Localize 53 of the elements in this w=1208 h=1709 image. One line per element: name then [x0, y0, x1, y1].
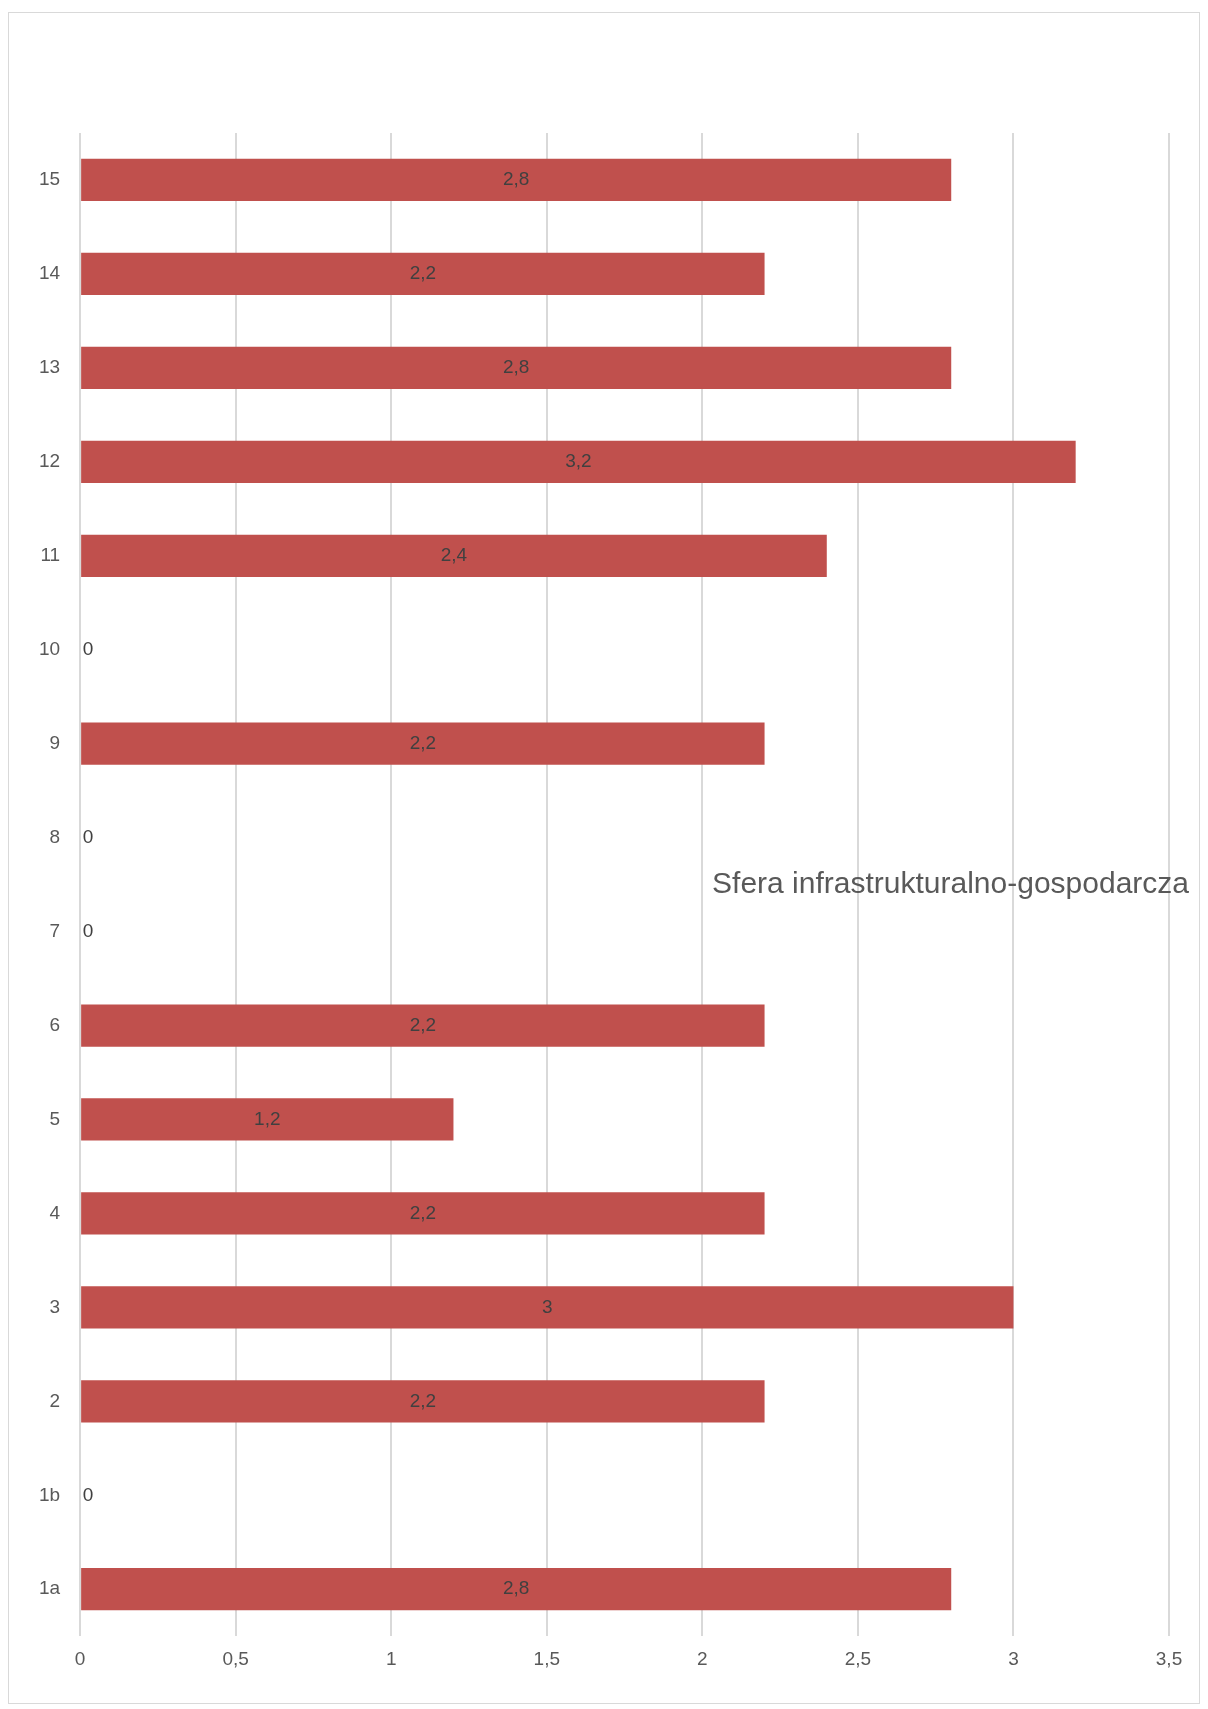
x-tick-label: 0: [74, 1647, 86, 1669]
text: Sfera infrastrukturalno-gospodarcza: [712, 865, 1190, 899]
y-tick-label: 10: [38, 637, 61, 659]
y-tick-label: 1a: [38, 1577, 61, 1599]
y-tick-label: 11: [40, 544, 61, 566]
y-tick-label: 4: [49, 1201, 61, 1223]
y-tick-label: 7: [49, 919, 61, 941]
bar: [81, 440, 1076, 483]
bar: [81, 534, 827, 577]
data-label: 2,4: [440, 544, 468, 566]
y-tick-label: 12: [38, 450, 61, 472]
data-label: 2,2: [409, 1013, 437, 1035]
x-tick-label: 1: [385, 1647, 397, 1669]
y-tick-label: 6: [49, 1013, 61, 1035]
x-tick-label: 1,5: [533, 1647, 560, 1669]
data-label: 2,8: [502, 356, 530, 378]
x-tick-label: 3,5: [1155, 1647, 1183, 1669]
data-label: 3,2: [565, 450, 592, 472]
y-tick-label: 2: [49, 1389, 61, 1411]
data-label: 0: [82, 637, 94, 659]
bar: [81, 722, 765, 765]
data-label: 0: [82, 919, 94, 941]
data-label: 2,8: [502, 1577, 530, 1599]
y-tick-label: 15: [38, 168, 61, 190]
bar: [81, 158, 952, 202]
bar: [81, 1568, 952, 1611]
y-tick-label: 13: [38, 356, 61, 378]
bar: [81, 1192, 765, 1235]
x-tick-label: 0,5: [222, 1647, 249, 1669]
bar: [81, 346, 952, 390]
bar: [81, 1098, 454, 1141]
data-label: 0: [82, 1483, 94, 1505]
y-tick-label: 8: [49, 825, 61, 847]
bar: [81, 1004, 765, 1047]
bar: [81, 1286, 1014, 1329]
x-tick-label: 3: [1008, 1647, 1019, 1669]
data-label: 2,2: [409, 1201, 437, 1223]
y-tick-label: 14: [38, 262, 61, 284]
x-tick-label: 2,5: [844, 1647, 872, 1669]
data-label: 2,2: [409, 1389, 437, 1411]
bar: [81, 252, 765, 296]
y-tick-label: 3: [49, 1295, 61, 1317]
bar: [81, 1380, 765, 1423]
y-tick-label: 1b: [38, 1483, 61, 1505]
data-label: 2,8: [502, 168, 530, 190]
y-tick-label: 9: [49, 731, 61, 753]
data-label: 2,2: [409, 731, 437, 753]
x-tick-label: 2: [697, 1647, 708, 1669]
data-label: 1,2: [254, 1107, 281, 1129]
data-label: 2,2: [409, 262, 437, 284]
y-tick-label: 5: [49, 1107, 61, 1129]
data-label: 3: [542, 1295, 553, 1317]
data-label: 0: [82, 825, 94, 847]
